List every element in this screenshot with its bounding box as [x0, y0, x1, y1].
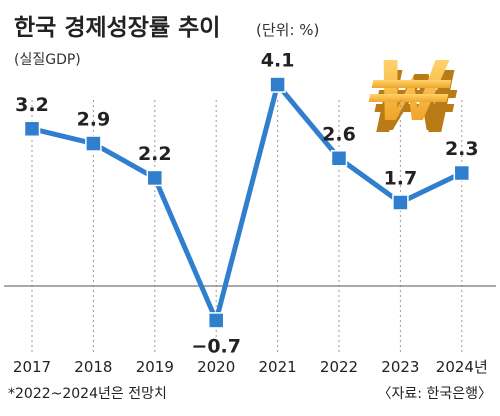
data-point-2020 [207, 312, 225, 329]
data-point-2018 [85, 135, 102, 152]
x-tick-6: 2023 [381, 358, 419, 376]
data-point-2021 [269, 76, 286, 93]
source: 〈자료: 한국은행〉 [378, 386, 492, 402]
data-point-2019 [146, 169, 164, 187]
value-label-2021: 4.1 [261, 50, 295, 72]
data-point-2024년 [453, 164, 471, 182]
value-label-2019: 2.2 [138, 143, 172, 165]
data-point-2023 [392, 194, 409, 211]
won-sign-icon [368, 60, 458, 132]
series-line-path [29, 82, 465, 323]
x-tick-2: 2019 [136, 358, 174, 376]
chart-title: 한국 경제성장률 추이 [14, 15, 220, 41]
grid-lines [31, 100, 463, 352]
value-label-2023: 1.7 [384, 168, 418, 190]
chart-unit: (단위: %) [256, 21, 319, 39]
data-point-2017 [23, 120, 41, 138]
value-labels: 3.2 2.9 2.2 −0.7 4.1 2.6 1.7 2.3 [15, 50, 478, 358]
value-label-2024년: 2.3 [445, 138, 479, 160]
value-label-2020: −0.7 [191, 335, 241, 357]
chart-subtitle: (실질GDP) [14, 52, 81, 68]
x-tick-3: 2020 [197, 358, 235, 376]
value-label-2022: 2.6 [322, 123, 356, 145]
x-tick-0: 2017 [13, 358, 51, 376]
x-tick-labels: 2017 2018 2019 2020 2021 2022 2023 2024년 [13, 358, 488, 376]
x-tick-7: 2024년 [436, 358, 488, 376]
x-tick-5: 2022 [320, 358, 358, 376]
value-label-2018: 2.9 [77, 109, 111, 131]
value-label-2017: 3.2 [15, 94, 49, 116]
footnote: *2022~2024년은 전망치 [8, 386, 167, 402]
data-point-2022 [330, 150, 348, 167]
data-markers [23, 76, 471, 329]
series-line [29, 82, 465, 323]
x-tick-4: 2021 [259, 358, 297, 376]
x-tick-1: 2018 [74, 358, 112, 376]
